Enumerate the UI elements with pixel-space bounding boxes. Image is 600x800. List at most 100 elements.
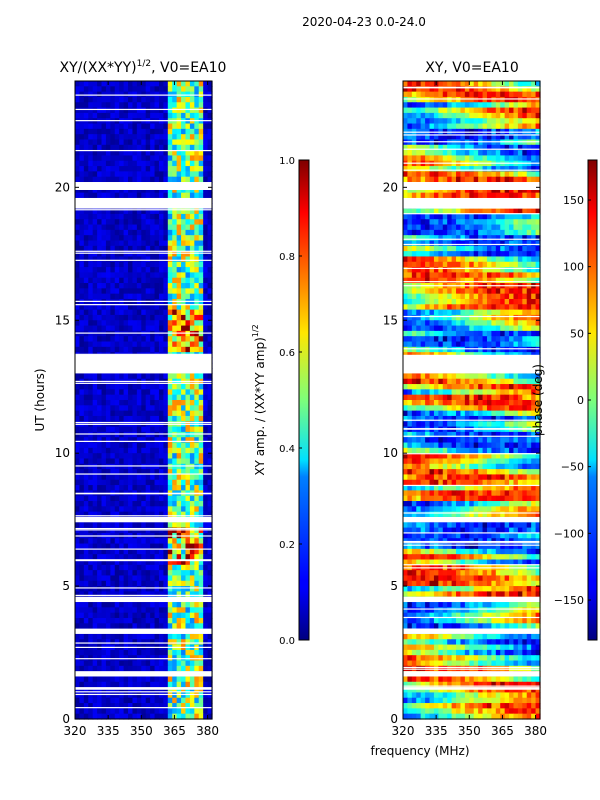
heatmap-cell xyxy=(154,283,160,289)
heatmap-cell xyxy=(198,426,204,433)
heatmap-cell xyxy=(114,235,120,242)
heatmap-cell xyxy=(176,251,182,258)
heatmap-cell xyxy=(132,267,138,273)
heatmap-cell xyxy=(167,346,173,353)
heatmap-cell xyxy=(114,107,120,114)
heatmap-cell xyxy=(141,213,147,220)
heatmap-cell xyxy=(403,245,409,252)
heatmap-cell xyxy=(411,261,417,268)
heatmap-cell xyxy=(411,208,417,215)
heatmap-cell xyxy=(207,617,213,624)
heatmap-cell xyxy=(194,256,200,263)
heatmap-cell xyxy=(114,511,120,518)
amp-heatmap[interactable] xyxy=(75,81,213,720)
heatmap-cell xyxy=(207,400,213,406)
heatmap-cell xyxy=(92,341,98,348)
heatmap-cell xyxy=(407,118,413,125)
heatmap-cell xyxy=(141,155,147,162)
heatmap-cell xyxy=(535,251,541,258)
heatmap-cell xyxy=(207,304,213,311)
heatmap-cell xyxy=(526,96,532,103)
heatmap-cell xyxy=(119,102,125,109)
phase-heatmap[interactable] xyxy=(403,81,541,720)
heatmap-cell xyxy=(123,681,129,688)
heatmap-cell xyxy=(176,570,182,577)
heatmap-cell xyxy=(181,389,187,396)
heatmap-cell xyxy=(97,235,103,242)
heatmap-cell xyxy=(150,272,156,279)
heatmap-cell xyxy=(194,309,200,316)
heatmap-cell xyxy=(79,373,85,380)
heatmap-cell xyxy=(105,171,111,178)
heatmap-cell xyxy=(478,277,484,284)
heatmap-cell xyxy=(132,692,138,699)
heatmap-cell xyxy=(403,176,409,183)
heatmap-cell xyxy=(504,251,510,258)
heatmap-cell xyxy=(92,511,98,518)
heatmap-cell xyxy=(88,150,94,157)
heatmap-cell xyxy=(136,479,142,486)
heatmap-cell xyxy=(123,346,129,353)
heatmap-cell xyxy=(425,251,431,258)
heatmap-cell xyxy=(123,155,129,162)
heatmap-cell xyxy=(97,602,103,608)
heatmap-cell xyxy=(500,166,506,172)
heatmap-cell xyxy=(194,708,200,715)
heatmap-cell xyxy=(79,474,85,481)
heatmap-cell xyxy=(207,288,213,295)
heatmap-cell xyxy=(207,240,213,247)
heatmap-cell xyxy=(128,288,134,295)
heatmap-cell xyxy=(207,463,213,470)
heatmap-cell xyxy=(491,208,497,215)
heatmap-cell xyxy=(500,219,506,226)
heatmap-cell xyxy=(92,570,98,577)
heatmap-cell xyxy=(132,506,138,513)
heatmap-cell xyxy=(464,166,470,172)
heatmap-cell xyxy=(416,150,422,157)
heatmap-cell xyxy=(176,261,182,268)
heatmap-cell xyxy=(123,245,129,252)
heatmap-cell xyxy=(176,713,182,720)
heatmap-cell xyxy=(464,272,470,279)
heatmap-cell xyxy=(500,208,506,215)
heatmap-cell xyxy=(150,665,156,672)
heatmap-cell xyxy=(163,235,169,242)
heatmap-cell xyxy=(535,219,541,226)
heatmap-cell xyxy=(416,139,422,146)
heatmap-cell xyxy=(478,96,484,103)
scan-gap-line xyxy=(75,120,212,122)
heatmap-cell xyxy=(438,112,444,119)
heatmap-cell xyxy=(136,288,142,295)
heatmap-cell xyxy=(123,548,129,555)
heatmap-cell xyxy=(482,112,488,119)
heatmap-cell xyxy=(425,134,431,141)
heatmap-cell xyxy=(105,559,111,566)
heatmap-cell xyxy=(136,144,142,151)
heatmap-cell xyxy=(101,288,107,295)
heatmap-cell xyxy=(438,118,444,125)
heatmap-cell xyxy=(163,463,169,470)
heatmap-cell xyxy=(79,495,85,502)
heatmap-cell xyxy=(75,548,81,555)
heatmap-cell xyxy=(88,112,94,119)
heatmap-cell xyxy=(158,86,164,93)
heatmap-cell xyxy=(79,272,85,279)
heatmap-cell xyxy=(145,325,151,332)
heatmap-cell xyxy=(416,171,422,178)
heatmap-cell xyxy=(194,261,200,268)
heatmap-cell xyxy=(123,384,129,390)
heatmap-cell xyxy=(500,235,506,242)
heatmap-cell xyxy=(105,235,111,242)
heatmap-cell xyxy=(145,155,151,162)
heatmap-cell xyxy=(447,208,453,215)
heatmap-cell xyxy=(145,166,151,172)
heatmap-cell xyxy=(97,543,103,550)
heatmap-cell xyxy=(114,373,120,380)
heatmap-cell xyxy=(198,548,204,555)
heatmap-cell xyxy=(176,522,182,529)
heatmap-cell xyxy=(154,708,160,715)
heatmap-cell xyxy=(416,102,422,109)
heatmap-cell xyxy=(203,447,209,454)
heatmap-cell xyxy=(167,107,173,114)
heatmap-cell xyxy=(163,602,169,608)
